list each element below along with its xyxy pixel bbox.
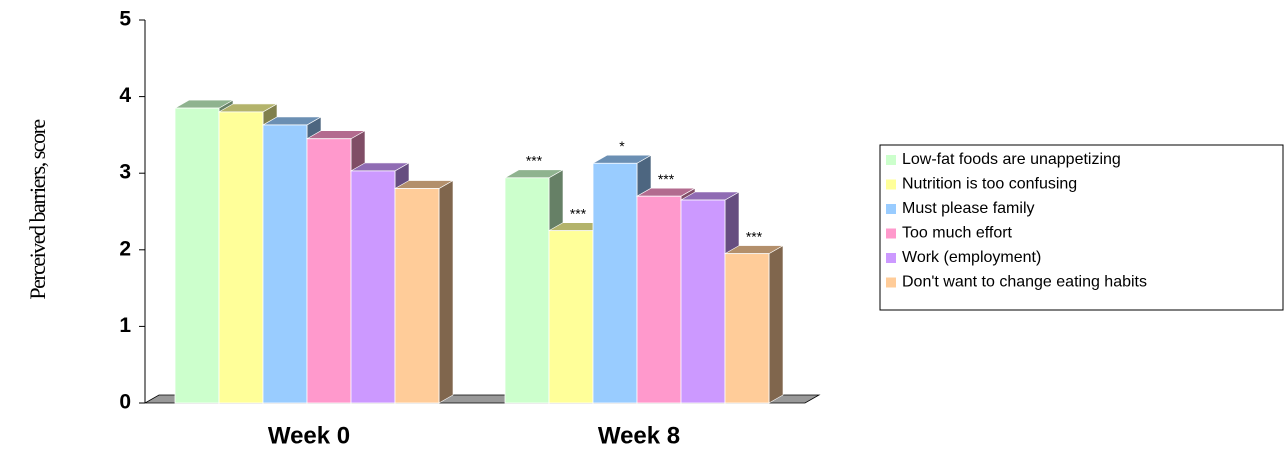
bar-side bbox=[438, 180, 454, 404]
bar bbox=[724, 253, 770, 404]
y-tick-label: 3 bbox=[119, 161, 131, 184]
legend-label: Low-fat foods are unappetizing bbox=[902, 151, 1121, 168]
bar bbox=[262, 124, 308, 404]
annotation: *** bbox=[658, 171, 675, 187]
x-tick-label: Week 0 bbox=[268, 422, 350, 449]
bar bbox=[174, 107, 220, 404]
y-tick-label: 4 bbox=[119, 84, 131, 107]
annotation: * bbox=[619, 138, 625, 154]
bar bbox=[350, 170, 396, 404]
legend-swatch bbox=[886, 228, 896, 239]
annotation: *** bbox=[570, 205, 587, 221]
legend-swatch bbox=[886, 179, 896, 190]
annotation: *** bbox=[526, 152, 543, 168]
y-tick-label: 5 bbox=[119, 8, 131, 31]
bar bbox=[394, 188, 440, 404]
legend-label: Nutrition is too confusing bbox=[902, 176, 1077, 193]
legend-swatch bbox=[886, 277, 896, 288]
y-tick-label: 0 bbox=[119, 391, 131, 414]
bar bbox=[548, 230, 594, 404]
legend-label: Work (employment) bbox=[902, 249, 1041, 266]
bar bbox=[680, 199, 726, 404]
bar bbox=[504, 177, 550, 404]
bar bbox=[592, 162, 638, 404]
legend-label: Don't want to change eating habits bbox=[902, 274, 1147, 291]
legend-swatch bbox=[886, 204, 896, 214]
bar bbox=[306, 138, 352, 404]
bar bbox=[218, 111, 264, 404]
legend-label: Too much effort bbox=[902, 225, 1013, 242]
bar bbox=[636, 195, 682, 404]
bar-side bbox=[768, 245, 784, 404]
legend-swatch bbox=[886, 155, 896, 165]
y-tick-label: 2 bbox=[119, 237, 131, 260]
legend-swatch bbox=[886, 253, 896, 263]
legend-box bbox=[879, 144, 1284, 311]
y-tick-label: 1 bbox=[119, 314, 131, 337]
annotation: *** bbox=[746, 228, 763, 244]
x-tick-label: Week 8 bbox=[598, 422, 680, 449]
legend-label: Must please family bbox=[902, 200, 1035, 217]
y-axis-label: Perceived barriers, score bbox=[25, 120, 50, 300]
